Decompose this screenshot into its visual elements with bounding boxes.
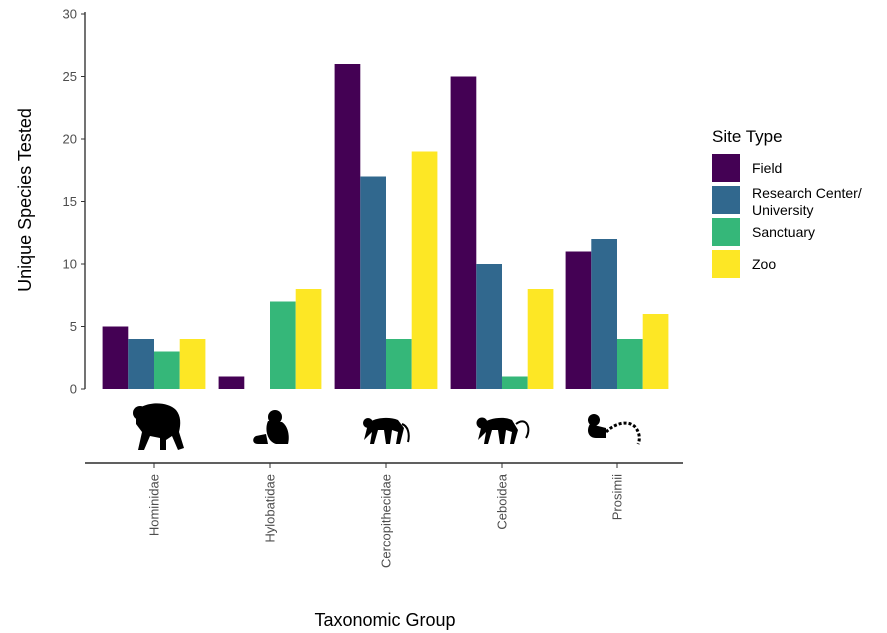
category-icons (133, 403, 641, 450)
x-tick-label: Hominidae (147, 474, 162, 536)
y-tick-label: 5 (70, 319, 77, 334)
bar (218, 376, 245, 389)
x-tick-label: Prosimii (610, 474, 625, 520)
legend-item: Sanctuary (712, 218, 815, 246)
y-tick-label: 15 (63, 194, 77, 209)
bar (411, 151, 438, 389)
x-tick-label: Cercopithecidae (379, 474, 394, 568)
plot-area (102, 64, 669, 389)
legend-item: Research Center/University (712, 185, 862, 218)
bar (450, 76, 477, 389)
bar (102, 326, 129, 389)
legend-item: Zoo (712, 250, 776, 278)
legend-label: Sanctuary (752, 224, 815, 240)
new-world-monkey-silhouette-icon (476, 417, 530, 444)
bar (128, 339, 154, 389)
bar (527, 289, 554, 389)
y-tick-label: 10 (63, 257, 77, 272)
x-axis: Hominidae Hylobatidae Cercopithecidae Ceboi… (85, 462, 683, 568)
gibbon-silhouette-icon (253, 410, 289, 444)
y-tick-label: 25 (63, 69, 77, 84)
bar (360, 176, 386, 389)
bar (476, 264, 502, 389)
bar (502, 376, 528, 389)
legend-item: Field (712, 154, 782, 182)
y-tick-label: 0 (70, 382, 77, 397)
bar (334, 64, 361, 389)
bar (591, 239, 617, 389)
bar (386, 339, 412, 389)
x-tick-label: Ceboidea (495, 473, 510, 529)
bar (295, 289, 322, 389)
great-ape-silhouette-icon (133, 403, 184, 450)
x-axis-title: Taxonomic Group (314, 610, 455, 630)
lemur-silhouette-icon (588, 414, 641, 445)
y-axis: 0 5 10 15 20 25 30 (63, 7, 86, 397)
bar (565, 251, 592, 389)
legend-swatch (712, 250, 740, 278)
legend: Site Type Field Research Center/Universit… (712, 127, 862, 278)
legend-swatch (712, 186, 740, 214)
old-world-monkey-silhouette-icon (363, 417, 410, 444)
x-tick-label: Hylobatidae (263, 474, 278, 543)
legend-label: Zoo (752, 256, 776, 272)
y-axis-title: Unique Species Tested (15, 108, 35, 292)
bar (270, 301, 296, 389)
legend-label: Field (752, 160, 782, 176)
legend-swatch (712, 154, 740, 182)
bar (617, 339, 643, 389)
bar (179, 339, 206, 389)
y-tick-label: 30 (63, 7, 77, 22)
y-tick-label: 20 (63, 132, 77, 147)
bar (642, 314, 669, 389)
legend-swatch (712, 218, 740, 246)
legend-label: Research Center/University (752, 185, 862, 218)
bar (154, 351, 180, 389)
legend-title: Site Type (712, 127, 783, 146)
